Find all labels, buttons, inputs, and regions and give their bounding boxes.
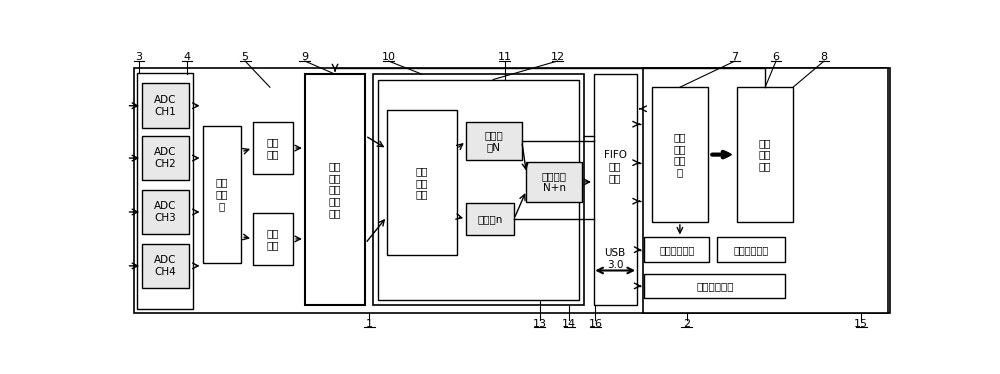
Text: 细分数n: 细分数n [477, 214, 503, 224]
Text: 2: 2 [683, 319, 690, 329]
Text: 实时
相位
计算: 实时 相位 计算 [416, 166, 428, 199]
Text: 15: 15 [854, 319, 868, 329]
Text: ADC
CH4: ADC CH4 [154, 255, 177, 277]
Text: 10: 10 [382, 52, 396, 62]
Text: 均值
滤波: 均值 滤波 [267, 228, 279, 250]
Bar [644, 273, 785, 298]
Bar [253, 213, 293, 265]
Text: 13: 13 [533, 319, 547, 329]
Text: 数据存储设置: 数据存储设置 [734, 245, 769, 255]
Bar [466, 122, 522, 160]
Text: ADC
CH2: ADC CH2 [154, 147, 177, 169]
Text: ADC
CH1: ADC CH1 [154, 95, 177, 117]
Text: 差分
预处
理: 差分 预处 理 [216, 178, 228, 211]
Text: 1: 1 [366, 319, 373, 329]
Text: 测量结果显示: 测量结果显示 [696, 281, 734, 291]
Bar [253, 122, 293, 174]
Text: 6: 6 [772, 52, 780, 62]
Bar [142, 243, 189, 288]
Bar [526, 162, 582, 202]
Text: 3: 3 [135, 52, 142, 62]
Text: FIFO
数据
缓存: FIFO 数据 缓存 [604, 150, 627, 183]
Bar [652, 87, 708, 222]
Text: 数据
筛选
预处
理: 数据 筛选 预处 理 [674, 132, 686, 177]
Bar [717, 237, 785, 262]
Bar [142, 190, 189, 234]
Text: 11: 11 [498, 52, 512, 62]
Bar [202, 126, 241, 263]
Text: 16: 16 [588, 319, 602, 329]
Bar [737, 87, 793, 222]
Bar [142, 136, 189, 180]
Text: 正交
信号
实时
误差
补偿: 正交 信号 实时 误差 补偿 [329, 162, 341, 218]
Text: ADC
CH3: ADC CH3 [154, 201, 177, 223]
Bar [643, 68, 888, 313]
Text: 4: 4 [183, 52, 191, 62]
Bar [373, 74, 584, 305]
Text: USB
3.0: USB 3.0 [605, 248, 626, 270]
Bar [305, 74, 365, 305]
Bar [594, 74, 637, 305]
Text: 5: 5 [242, 52, 249, 62]
Text: 补偿
参数
计算: 补偿 参数 计算 [759, 138, 771, 171]
Bar [378, 80, 579, 300]
Text: 修正效果显示: 修正效果显示 [659, 245, 694, 255]
Bar [137, 73, 193, 309]
Text: 均值
滤波: 均值 滤波 [267, 137, 279, 159]
Text: 9: 9 [301, 52, 308, 62]
Bar [142, 83, 189, 128]
Text: 7: 7 [731, 52, 738, 62]
Text: 12: 12 [550, 52, 565, 62]
Bar [387, 110, 457, 255]
Text: 整周期
数N: 整周期 数N [485, 130, 503, 152]
Bar [644, 237, 709, 262]
Text: 8: 8 [820, 52, 828, 62]
Text: 14: 14 [562, 319, 576, 329]
Bar [134, 68, 890, 313]
Text: 相位变化
N+n: 相位变化 N+n [542, 171, 567, 193]
Bar [466, 203, 514, 235]
